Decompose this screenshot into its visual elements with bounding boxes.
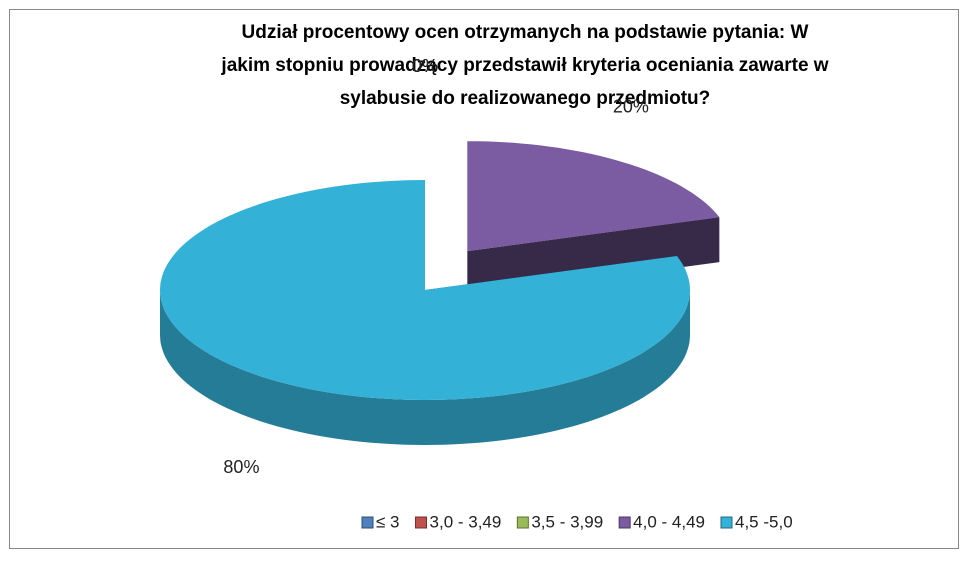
legend-label: ≤ 3 [376,512,400,531]
legend-label: 4,0 - 4,49 [633,512,705,531]
legend-swatch [361,516,374,529]
legend-label: 3,5 - 3,99 [531,512,603,531]
data-label: 0% [412,56,438,76]
legend-swatch [618,516,631,529]
legend-label: 3,0 - 3,49 [430,512,502,531]
legend-label: 4,5 -5,0 [735,512,793,531]
chart-title: Udział procentowy ocen otrzymanych na po… [242,22,809,43]
legend-swatch [720,516,733,529]
pie-slice [467,141,720,252]
data-label: 20% [613,96,649,116]
slice-wall [160,290,690,445]
labels: 0%0%0%20%80% [223,56,648,477]
legend-swatch [516,516,529,529]
title: Udział procentowy ocen otrzymanych na po… [220,22,828,109]
chart-title: sylabusie do realizowanego przedmiotu? [340,88,711,109]
chart-title: jakim stopniu prowadzący przedstawił kry… [220,55,828,76]
data-label: 80% [223,457,259,477]
data-label: 0% [412,56,438,76]
legend: ≤ 3 3,0 - 3,49 3,5 - 3,99 4,0 - 4,49 4,5 -5,… [361,512,793,531]
legend-swatch [415,516,428,529]
pie [160,141,720,445]
pie-slice [160,180,690,400]
data-label: 0% [412,56,438,76]
